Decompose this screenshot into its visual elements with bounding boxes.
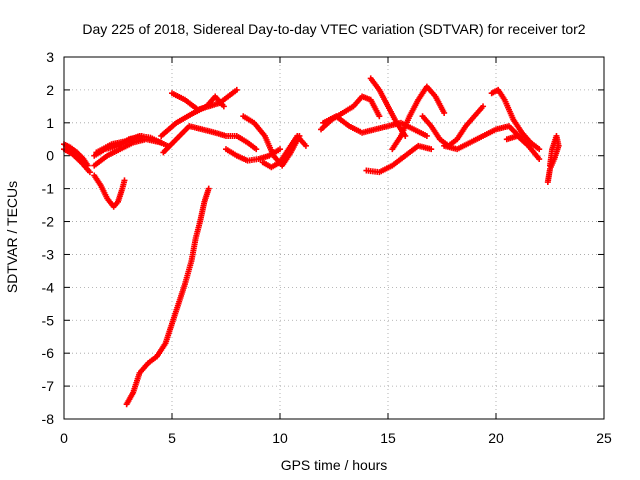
series-arc-3: [91, 172, 128, 210]
series-arc-7: [123, 185, 212, 408]
data-point: [441, 109, 448, 116]
series-arc-2: [61, 146, 93, 176]
data-point: [376, 113, 383, 120]
data-point: [220, 103, 227, 110]
x-tick-label: 5: [168, 430, 176, 446]
y-tick-label: -7: [42, 378, 55, 394]
y-tick-label: -6: [42, 345, 55, 361]
series-arc-18: [389, 83, 448, 153]
data-point: [121, 177, 128, 184]
y-tick-label: -1: [42, 181, 55, 197]
data-point: [423, 132, 430, 139]
x-tick-label: 10: [272, 430, 288, 446]
y-tick-label: 3: [46, 49, 54, 65]
data-points: [61, 75, 562, 408]
chart-title: Day 225 of 2018, Sidereal Day-to-day VTE…: [82, 21, 585, 37]
x-axis-label: GPS time / hours: [281, 457, 388, 473]
series-arc-13: [259, 132, 309, 171]
series-arc-10: [158, 93, 227, 139]
series-arc-6: [91, 132, 145, 159]
x-tick-label: 15: [380, 430, 396, 446]
data-point: [253, 146, 260, 153]
data-point: [536, 146, 543, 153]
y-tick-label: 0: [46, 148, 54, 164]
data-point: [205, 185, 212, 192]
x-tick-label: 25: [596, 430, 612, 446]
y-tick-label: -8: [42, 411, 55, 427]
data-point: [86, 169, 93, 176]
series-arc-8: [160, 123, 260, 156]
series-arc-22: [503, 132, 543, 163]
y-tick-label: -2: [42, 214, 55, 230]
series-arc-16: [363, 142, 435, 176]
y-tick-label: -5: [42, 312, 55, 328]
data-point: [428, 146, 435, 153]
series-arc-20: [441, 123, 525, 153]
y-tick-label: -3: [42, 246, 55, 262]
x-tick-label: 0: [60, 430, 68, 446]
data-point: [233, 86, 240, 93]
series-arc-23: [544, 132, 562, 186]
grid: [64, 57, 604, 419]
x-tick-label: 20: [488, 430, 504, 446]
y-axis-label: SDTVAR / TECUs: [4, 181, 20, 293]
data-point: [138, 132, 145, 139]
data-point: [547, 162, 553, 169]
data-point: [302, 142, 309, 149]
y-tick-label: -4: [42, 279, 55, 295]
data-point: [277, 146, 283, 153]
plot-frame: [63, 56, 605, 420]
data-point: [480, 103, 487, 110]
data-point: [536, 156, 543, 163]
series-arc-19: [419, 103, 487, 149]
series-arc-21: [488, 86, 543, 153]
y-tick-label: 2: [46, 82, 54, 98]
y-tick-label: 1: [46, 115, 54, 131]
tick-labels: 0 5 10 15 20 25 -8 -7 -6 -5 -4 -3 -2 -1 0 1 2 3: [42, 49, 612, 446]
